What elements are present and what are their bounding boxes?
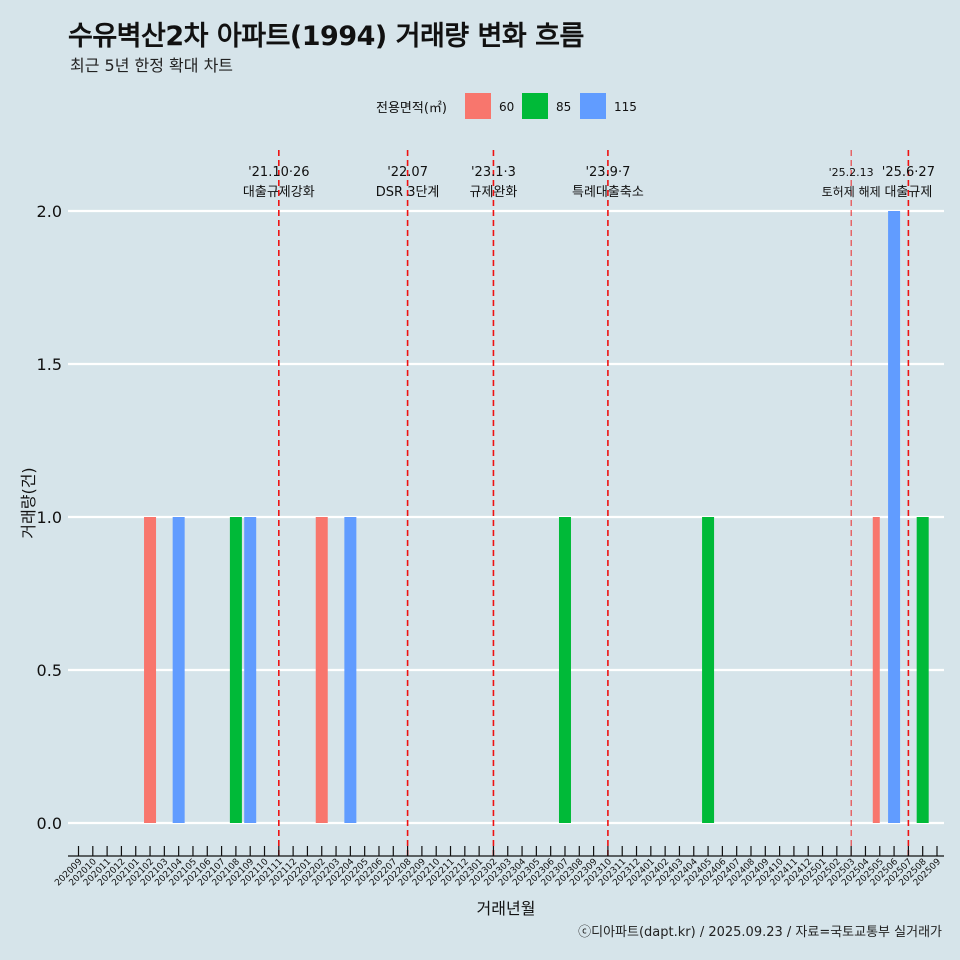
legend-label-85: 85 <box>556 100 571 114</box>
bar-60-202102 <box>144 517 157 823</box>
source-caption: ⓒ디아파트(dapt.kr) / 2025.09.23 / 자료=국토교통부 실… <box>578 925 942 940</box>
legend-title: 전용면적(㎡) <box>376 101 447 116</box>
event-date: '25.2.13 <box>829 166 874 179</box>
bar-85-202508 <box>916 517 929 823</box>
chart-subtitle: 최근 5년 한정 확대 차트 <box>70 56 234 75</box>
event-date: '21.10·26 <box>248 165 309 180</box>
bar-85-202307 <box>558 517 571 823</box>
y-tick-label: 1.0 <box>37 508 62 527</box>
y-tick-label: 2.0 <box>37 202 62 221</box>
bar-85-202108 <box>229 517 242 823</box>
bar-115-202506 <box>888 211 901 823</box>
bar-85-202405 <box>702 517 715 823</box>
event-label: 특례대출축소 <box>572 185 644 200</box>
legend-swatch-60 <box>465 93 491 119</box>
legend-swatch-85 <box>522 93 548 119</box>
chart-title: 수유벽산2차 아파트(1994) 거래량 변화 흐름 <box>68 21 584 52</box>
event-label: DSR 3단계 <box>376 185 440 200</box>
x-axis-title: 거래년월 <box>477 899 536 918</box>
event-label: 토허제 해제 <box>822 185 881 199</box>
bar-115-202204 <box>344 517 357 823</box>
event-label: 규제완화 <box>470 185 518 200</box>
event-date: '23.9·7 <box>585 165 630 180</box>
y-tick-label: 0.0 <box>37 814 62 833</box>
bar-60-202202 <box>315 517 328 823</box>
event-date: '22.07 <box>387 165 428 180</box>
legend-label-115: 115 <box>614 100 637 114</box>
bar-60-202505 <box>872 517 880 823</box>
bar-115-202109 <box>244 517 257 823</box>
bar-115-202104 <box>172 517 185 823</box>
event-label: 대출규제 <box>884 185 932 200</box>
y-axis-title: 거래량(건) <box>19 467 38 538</box>
event-date: '23.1·3 <box>471 165 516 180</box>
legend-swatch-115 <box>580 93 606 119</box>
y-tick-label: 1.5 <box>37 355 62 374</box>
y-tick-label: 0.5 <box>37 661 62 680</box>
event-label: 대출규제강화 <box>243 185 315 200</box>
legend-label-60: 60 <box>499 100 514 114</box>
event-date: '25.6·27 <box>882 165 935 180</box>
